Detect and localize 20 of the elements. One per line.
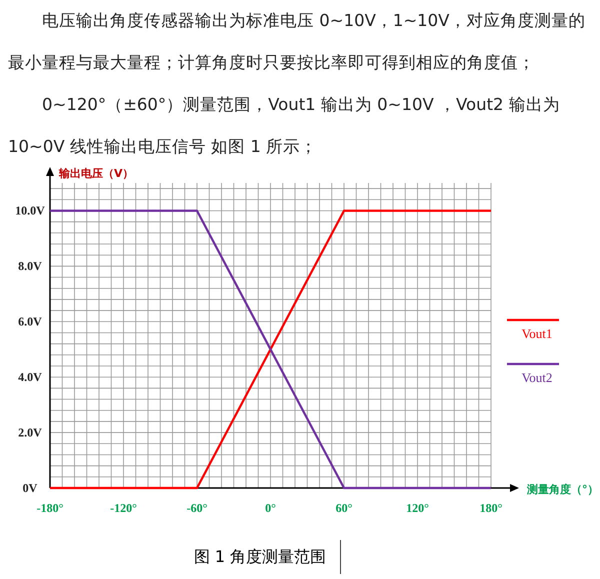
x-tick-label: 0° xyxy=(265,501,276,515)
x-tick-label: 180° xyxy=(480,501,503,515)
y-tick-label: 4.0V xyxy=(18,370,42,384)
x-axis-title: 测量角度（°） xyxy=(526,483,598,496)
y-tick-label: 6.0V xyxy=(18,314,42,329)
text: 0~120°（±60°）测量范围，Vout1 输出为 0~10V ，Vout2 输出为 10~0V 线性输出电压信号 如图 1 所示； xyxy=(8,95,560,156)
x-tick-label: 60° xyxy=(336,501,353,515)
y-tick-label: 10.0V xyxy=(15,204,46,218)
x-tick-label: -120° xyxy=(110,501,138,515)
y-tick-label: 0V xyxy=(22,481,38,495)
x-tick-label: 120° xyxy=(406,501,430,515)
legend-label: Vout1 xyxy=(522,326,552,341)
legend-label: Vout2 xyxy=(522,370,552,385)
text: 电压输出角度传感器输出为标准电压 0~10V，1~10V，对应角度测量的最小量程与最大量程；计算角度时只要按比率即可得到相应的角度值； xyxy=(8,11,586,72)
y-axis-title: 输出电压（V） xyxy=(58,167,134,180)
x-tick-label: -60° xyxy=(186,501,208,515)
caption: 图 1 角度测量范围 xyxy=(180,540,341,574)
y-tick-label: 8.0V xyxy=(18,259,42,274)
x-tick-label: -180° xyxy=(36,501,64,515)
y-tick-label: 2.0V xyxy=(18,426,42,440)
